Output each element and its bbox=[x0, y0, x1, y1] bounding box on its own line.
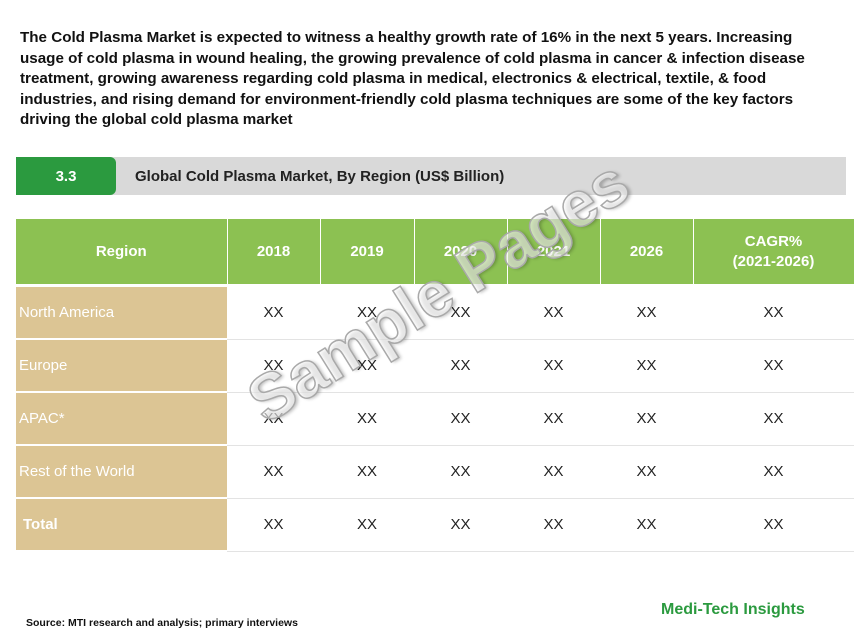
value-cell: XX bbox=[320, 445, 414, 499]
value-cell: XX bbox=[507, 498, 600, 552]
region-cell-total: Total bbox=[16, 498, 227, 552]
table-row: Europe XX XX XX XX XX XX bbox=[16, 339, 854, 393]
value-cell: XX bbox=[227, 285, 320, 340]
value-cell: XX bbox=[600, 285, 693, 340]
table-row-total: Total XX XX XX XX XX XX bbox=[16, 498, 854, 552]
value-cell: XX bbox=[600, 445, 693, 499]
value-cell: XX bbox=[693, 445, 854, 499]
header-cagr: CAGR% (2021-2026) bbox=[693, 219, 855, 287]
table-row: APAC* XX XX XX XX XX XX bbox=[16, 392, 854, 446]
value-cell: XX bbox=[414, 339, 507, 393]
header-cagr-period: (2021-2026) bbox=[732, 252, 815, 270]
region-cell: APAC* bbox=[16, 392, 227, 446]
value-cell: XX bbox=[507, 285, 600, 340]
value-cell: XX bbox=[414, 445, 507, 499]
value-cell: XX bbox=[693, 285, 854, 340]
value-cell: XX bbox=[507, 392, 600, 446]
section-header-bar bbox=[16, 157, 846, 195]
value-cell: XX bbox=[320, 392, 414, 446]
section-title: Global Cold Plasma Market, By Region (US… bbox=[135, 167, 505, 185]
value-cell: XX bbox=[507, 339, 600, 393]
value-cell: XX bbox=[693, 339, 854, 393]
value-cell: XX bbox=[227, 498, 320, 552]
value-cell: XX bbox=[227, 392, 320, 446]
value-cell: XX bbox=[414, 285, 507, 340]
brand-logo-text: Medi-Tech Insights bbox=[661, 601, 805, 618]
value-cell: XX bbox=[600, 498, 693, 552]
region-cell: Europe bbox=[16, 339, 227, 393]
table-row: Rest of the World XX XX XX XX XX XX bbox=[16, 445, 854, 499]
value-cell: XX bbox=[414, 392, 507, 446]
value-cell: XX bbox=[600, 392, 693, 446]
header-cagr-label: CAGR% bbox=[744, 232, 803, 250]
intro-paragraph: The Cold Plasma Market is expected to wi… bbox=[20, 29, 805, 128]
value-cell: XX bbox=[320, 285, 414, 340]
value-cell: XX bbox=[320, 498, 414, 552]
value-cell: XX bbox=[227, 339, 320, 393]
header-2026: 2026 bbox=[600, 219, 694, 287]
header-2021: 2021 bbox=[507, 219, 601, 287]
source-note: Source: MTI research and analysis; prima… bbox=[26, 617, 298, 629]
header-2019: 2019 bbox=[320, 219, 415, 287]
region-market-table: Region 2018 2019 2020 2021 2026 CAGR% (20… bbox=[16, 219, 855, 552]
section-number-badge: 3.3 bbox=[16, 157, 116, 195]
region-cell: Rest of the World bbox=[16, 445, 227, 499]
value-cell: XX bbox=[600, 339, 693, 393]
value-cell: XX bbox=[507, 445, 600, 499]
value-cell: XX bbox=[693, 498, 854, 552]
region-cell: North America bbox=[16, 285, 227, 340]
value-cell: XX bbox=[693, 392, 854, 446]
header-2020: 2020 bbox=[414, 219, 508, 287]
value-cell: XX bbox=[227, 445, 320, 499]
table-header-row: Region 2018 2019 2020 2021 2026 CAGR% (20… bbox=[16, 219, 855, 287]
value-cell: XX bbox=[320, 339, 414, 393]
header-region: Region bbox=[16, 219, 228, 287]
header-2018: 2018 bbox=[227, 219, 321, 287]
table-row: North America XX XX XX XX XX XX bbox=[16, 285, 854, 340]
value-cell: XX bbox=[414, 498, 507, 552]
